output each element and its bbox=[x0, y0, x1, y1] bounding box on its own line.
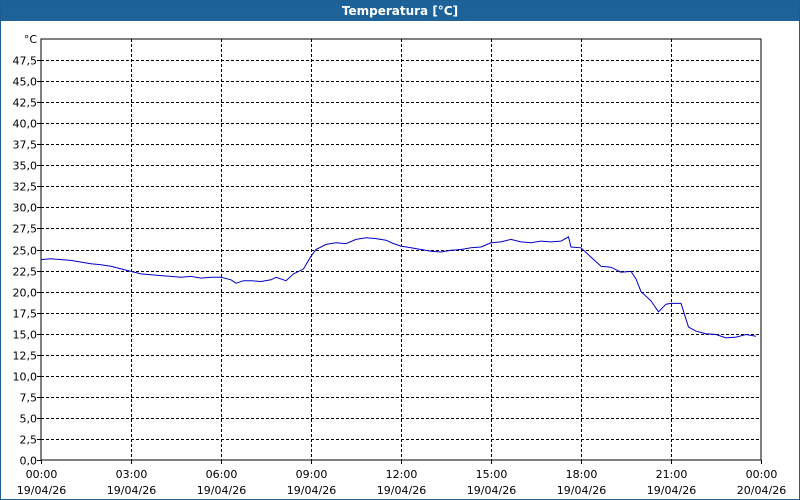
y-axis-unit-label: °C bbox=[24, 33, 38, 46]
y-tick-label: 0,0 bbox=[20, 455, 38, 468]
y-tick-label: 12,5 bbox=[13, 350, 38, 363]
y-tick-label: 5,0 bbox=[20, 413, 38, 426]
x-tick-time-label: 12:00 bbox=[386, 468, 418, 481]
y-tick-label: 27,5 bbox=[13, 223, 38, 236]
y-tick-label: 22,5 bbox=[13, 266, 38, 279]
y-tick-label: 17,5 bbox=[13, 308, 38, 321]
x-tick-date-label: 19/04/26 bbox=[467, 484, 516, 497]
x-tick-time-label: 06:00 bbox=[206, 468, 238, 481]
y-tick-label: 40,0 bbox=[13, 118, 38, 131]
x-tick-time-label: 03:00 bbox=[116, 468, 148, 481]
x-tick-date-label: 20/04/26 bbox=[737, 484, 786, 497]
x-tick-date-label: 19/04/26 bbox=[107, 484, 156, 497]
y-tick-label: 45,0 bbox=[13, 76, 38, 89]
x-tick-date-label: 19/04/26 bbox=[647, 484, 696, 497]
y-tick-label: 35,0 bbox=[13, 160, 38, 173]
y-tick-label: 2,5 bbox=[20, 434, 38, 447]
y-tick-label: 32,5 bbox=[13, 181, 38, 194]
y-tick-label: 30,0 bbox=[13, 202, 38, 215]
y-tick-label: 25,0 bbox=[13, 245, 38, 258]
window-title: Temperatura [°C] bbox=[1, 1, 799, 21]
x-tick-date-label: 19/04/26 bbox=[557, 484, 606, 497]
y-tick-label: 15,0 bbox=[13, 329, 38, 342]
x-tick-time-label: 18:00 bbox=[566, 468, 598, 481]
x-tick-time-label: 00:00 bbox=[746, 468, 778, 481]
grid bbox=[41, 39, 761, 460]
y-tick-label: 20,0 bbox=[13, 287, 38, 300]
x-tick-time-label: 15:00 bbox=[476, 468, 508, 481]
y-tick-label: 7,5 bbox=[20, 392, 38, 405]
x-tick-time-label: 09:00 bbox=[296, 468, 328, 481]
x-tick-date-label: 19/04/26 bbox=[377, 484, 426, 497]
x-axis: 00:00 19/04/26 03:00 19/04/26 06:00 19/04/26 0… bbox=[17, 460, 786, 497]
x-tick-time-label: 00:00 bbox=[26, 468, 58, 481]
y-axis: °C 0,0 2,5 5,0 7,5 10,0 12,5 15,0 17,5 20,0 22,5 2… bbox=[13, 33, 41, 468]
x-tick-date-label: 19/04/26 bbox=[17, 484, 66, 497]
x-tick-date-label: 19/04/26 bbox=[197, 484, 246, 497]
y-tick-label: 37,5 bbox=[13, 139, 38, 152]
x-tick-date-label: 19/04/26 bbox=[287, 484, 336, 497]
temperature-series-line bbox=[40, 236, 757, 339]
x-tick-time-label: 21:00 bbox=[656, 468, 688, 481]
y-tick-label: 10,0 bbox=[13, 371, 38, 384]
y-tick-label: 47,5 bbox=[13, 55, 38, 68]
y-tick-label: 42,5 bbox=[13, 97, 38, 110]
